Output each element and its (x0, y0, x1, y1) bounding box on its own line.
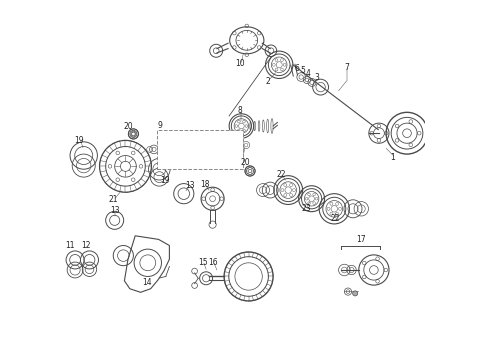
Text: 20: 20 (240, 158, 250, 167)
Text: 15: 15 (197, 258, 207, 266)
Text: 19: 19 (160, 176, 170, 185)
Text: 6: 6 (294, 64, 299, 73)
Text: 21: 21 (108, 195, 118, 204)
Text: 19: 19 (74, 136, 84, 145)
Text: 2: 2 (265, 77, 270, 86)
Text: 9: 9 (158, 121, 163, 130)
Text: 23: 23 (301, 204, 311, 212)
Polygon shape (124, 236, 170, 292)
Text: 20: 20 (123, 122, 133, 131)
Text: 8: 8 (237, 107, 242, 115)
Text: 18: 18 (200, 180, 209, 189)
Text: 5: 5 (300, 66, 305, 75)
Text: 3: 3 (315, 73, 319, 82)
Text: 11: 11 (66, 241, 75, 250)
Bar (157, 130, 243, 169)
Text: 13: 13 (110, 206, 120, 215)
Circle shape (353, 291, 358, 296)
Text: 7: 7 (344, 63, 349, 72)
Text: 1: 1 (390, 153, 395, 162)
Text: 22: 22 (276, 170, 286, 179)
Text: 14: 14 (142, 278, 152, 287)
Text: 12: 12 (81, 241, 91, 250)
Text: 16: 16 (208, 258, 218, 266)
Text: 22: 22 (330, 215, 340, 223)
Text: 13: 13 (186, 181, 195, 190)
Text: 17: 17 (356, 235, 366, 244)
Text: 4: 4 (305, 69, 310, 78)
Text: 10: 10 (235, 59, 245, 68)
